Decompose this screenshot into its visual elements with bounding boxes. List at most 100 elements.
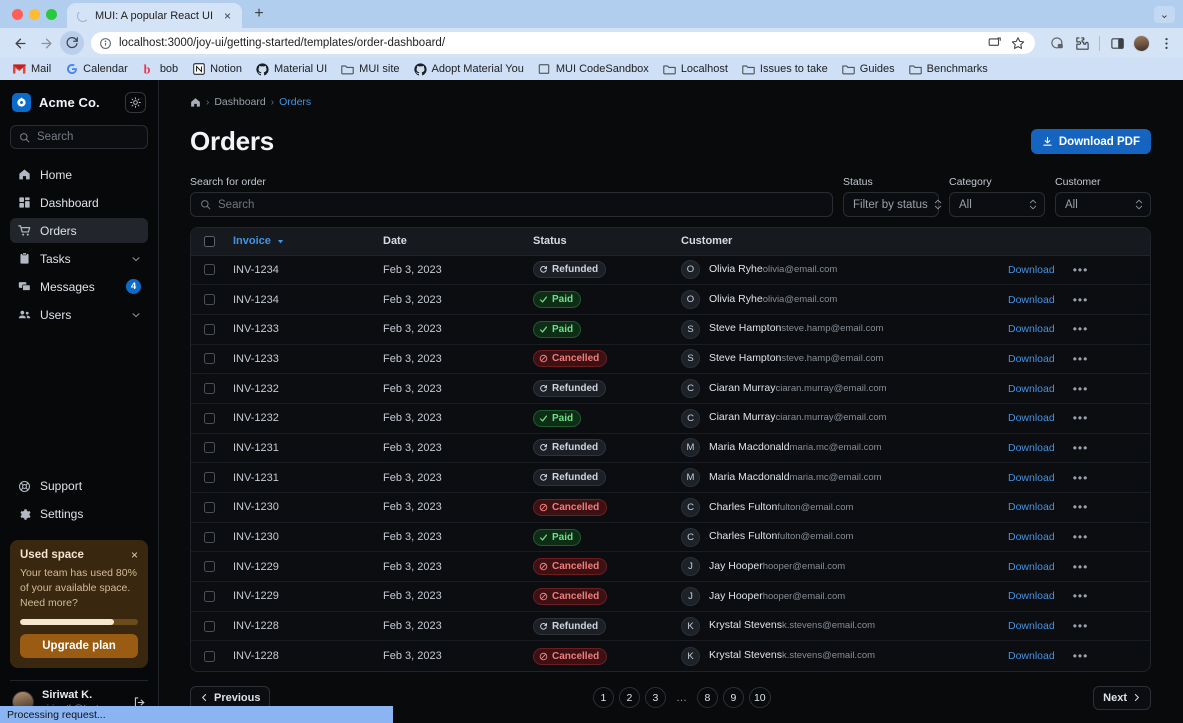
download-link[interactable]: Download	[1008, 263, 1055, 276]
row-checkbox[interactable]	[204, 501, 215, 513]
previous-page-button[interactable]: Previous	[190, 685, 271, 710]
sidebar-item-tasks[interactable]: Tasks	[10, 246, 148, 271]
bookmark-localhost[interactable]: Localhost	[656, 61, 735, 78]
bookmark-calendar[interactable]: Calendar	[58, 61, 135, 78]
table-row[interactable]: INV-1228 Feb 3, 2023 Refunded K Krystal Stev…	[191, 611, 1150, 641]
table-row[interactable]: INV-1228 Feb 3, 2023 Cancelled K Krystal Ste…	[191, 641, 1150, 671]
table-row[interactable]: INV-1232 Feb 3, 2023 Refunded C Ciaran Murra…	[191, 374, 1150, 404]
page-number-button[interactable]: 10	[748, 687, 771, 709]
row-checkbox[interactable]	[204, 412, 215, 424]
extensions-puzzle-icon[interactable]	[1073, 34, 1091, 52]
bookmark-material-ui[interactable]: Material UI	[249, 61, 334, 78]
download-link[interactable]: Download	[1008, 620, 1055, 633]
row-menu-icon[interactable]: •••	[1072, 649, 1089, 664]
download-link[interactable]: Download	[1008, 293, 1055, 306]
next-page-button[interactable]: Next	[1093, 685, 1151, 710]
status-select[interactable]: Filter by status	[843, 192, 941, 217]
sidebar-search-input[interactable]: Search	[10, 125, 148, 149]
page-number-button[interactable]: 2	[618, 687, 640, 709]
row-checkbox[interactable]	[204, 264, 215, 276]
row-menu-icon[interactable]: •••	[1072, 381, 1089, 396]
row-menu-icon[interactable]: •••	[1072, 589, 1089, 604]
bookmark-notion[interactable]: Notion	[185, 61, 249, 78]
table-row[interactable]: INV-1229 Feb 3, 2023 Cancelled J Jay Hooperh…	[191, 582, 1150, 612]
row-checkbox[interactable]	[204, 353, 215, 365]
cast-icon[interactable]	[988, 36, 1002, 50]
breadcrumb-item-orders[interactable]: Orders	[279, 96, 312, 108]
row-checkbox[interactable]	[204, 650, 215, 662]
table-row[interactable]: INV-1231 Feb 3, 2023 Refunded M Maria Macdon…	[191, 433, 1150, 463]
row-menu-icon[interactable]: •••	[1072, 530, 1089, 545]
row-menu-icon[interactable]: •••	[1072, 322, 1089, 337]
sidebar-item-support[interactable]: Support	[10, 474, 148, 499]
chevron-down-icon[interactable]	[131, 310, 141, 320]
customer-select[interactable]: All	[1055, 192, 1151, 217]
new-tab-button[interactable]: +	[254, 5, 264, 22]
row-checkbox[interactable]	[204, 620, 215, 632]
table-row[interactable]: INV-1230 Feb 3, 2023 Paid C Charles Fultonfu…	[191, 522, 1150, 552]
table-row[interactable]: INV-1229 Feb 3, 2023 Cancelled J Jay Hooperh…	[191, 552, 1150, 582]
sidebar-item-users[interactable]: Users	[10, 302, 148, 327]
page-number-button[interactable]: 1	[592, 687, 614, 709]
download-link[interactable]: Download	[1008, 382, 1055, 395]
page-number-button[interactable]: 3	[644, 687, 666, 709]
page-number-button[interactable]: 8	[696, 687, 718, 709]
download-link[interactable]: Download	[1008, 501, 1055, 514]
home-icon[interactable]	[190, 97, 201, 108]
close-window-button[interactable]	[12, 9, 23, 20]
bookmark-mui-codesandbox[interactable]: MUI CodeSandbox	[531, 61, 656, 78]
sidebar-item-orders[interactable]: Orders	[10, 218, 148, 243]
search-input[interactable]: Search	[190, 192, 833, 217]
download-link[interactable]: Download	[1008, 441, 1055, 454]
sidebar-item-settings[interactable]: Settings	[10, 502, 148, 527]
close-icon[interactable]: ×	[130, 547, 138, 562]
page-number-button[interactable]: 9	[722, 687, 744, 709]
bookmark-mui-site[interactable]: MUI site	[334, 61, 406, 78]
back-button[interactable]	[8, 31, 32, 55]
table-row[interactable]: INV-1232 Feb 3, 2023 Paid C Ciaran Murraycia…	[191, 403, 1150, 434]
row-menu-icon[interactable]: •••	[1072, 262, 1089, 277]
row-checkbox[interactable]	[204, 383, 215, 395]
close-tab-button[interactable]: ×	[223, 8, 231, 23]
bookmark-adopt-material-you[interactable]: Adopt Material You	[407, 61, 531, 78]
download-link[interactable]: Download	[1008, 471, 1055, 484]
chevron-down-icon[interactable]: ⌄	[1153, 6, 1175, 23]
browser-tab[interactable]: MUI: A popular React UI fram ×	[67, 3, 242, 28]
table-row[interactable]: INV-1230 Feb 3, 2023 Cancelled C Charles Ful…	[191, 493, 1150, 523]
sidebar-item-dashboard[interactable]: Dashboard	[10, 190, 148, 215]
table-row[interactable]: INV-1231 Feb 3, 2023 Refunded M Maria Macdon…	[191, 463, 1150, 493]
row-menu-icon[interactable]: •••	[1072, 351, 1089, 366]
reload-icon[interactable]	[60, 31, 84, 55]
row-checkbox[interactable]	[204, 472, 215, 484]
chevron-down-icon[interactable]	[131, 254, 141, 264]
select-all-checkbox[interactable]	[204, 235, 215, 247]
sidebar-item-home[interactable]: Home	[10, 162, 148, 187]
category-select[interactable]: All	[949, 192, 1045, 217]
column-status[interactable]: Status	[525, 228, 673, 256]
column-customer[interactable]: Customer	[673, 228, 1000, 256]
row-menu-icon[interactable]: •••	[1072, 292, 1089, 307]
column-date[interactable]: Date	[375, 228, 525, 256]
breadcrumb-item-dashboard[interactable]: Dashboard	[214, 96, 266, 108]
column-invoice[interactable]: Invoice	[225, 228, 375, 256]
download-link[interactable]: Download	[1008, 650, 1055, 663]
extension-shield-icon[interactable]	[1048, 34, 1066, 52]
download-link[interactable]: Download	[1008, 412, 1055, 425]
bookmark-issues-to-take[interactable]: Issues to take	[735, 61, 835, 78]
row-menu-icon[interactable]: •••	[1072, 619, 1089, 634]
download-link[interactable]: Download	[1008, 352, 1055, 365]
minimize-window-button[interactable]	[29, 9, 40, 20]
address-bar[interactable]: localhost:3000/joy-ui/getting-started/te…	[91, 32, 1035, 54]
row-checkbox[interactable]	[204, 590, 215, 602]
table-row[interactable]: INV-1233 Feb 3, 2023 Paid S Steve Hamptonste…	[191, 314, 1150, 345]
row-checkbox[interactable]	[204, 442, 215, 454]
maximize-window-button[interactable]	[46, 9, 57, 20]
row-menu-icon[interactable]: •••	[1072, 440, 1089, 455]
row-menu-icon[interactable]: •••	[1072, 470, 1089, 485]
bookmark-mail[interactable]: Mail	[6, 61, 58, 78]
download-link[interactable]: Download	[1008, 560, 1055, 573]
chrome-menu-icon[interactable]	[1157, 34, 1175, 52]
row-menu-icon[interactable]: •••	[1072, 500, 1089, 515]
row-checkbox[interactable]	[204, 561, 215, 573]
profile-avatar[interactable]	[1133, 34, 1150, 52]
